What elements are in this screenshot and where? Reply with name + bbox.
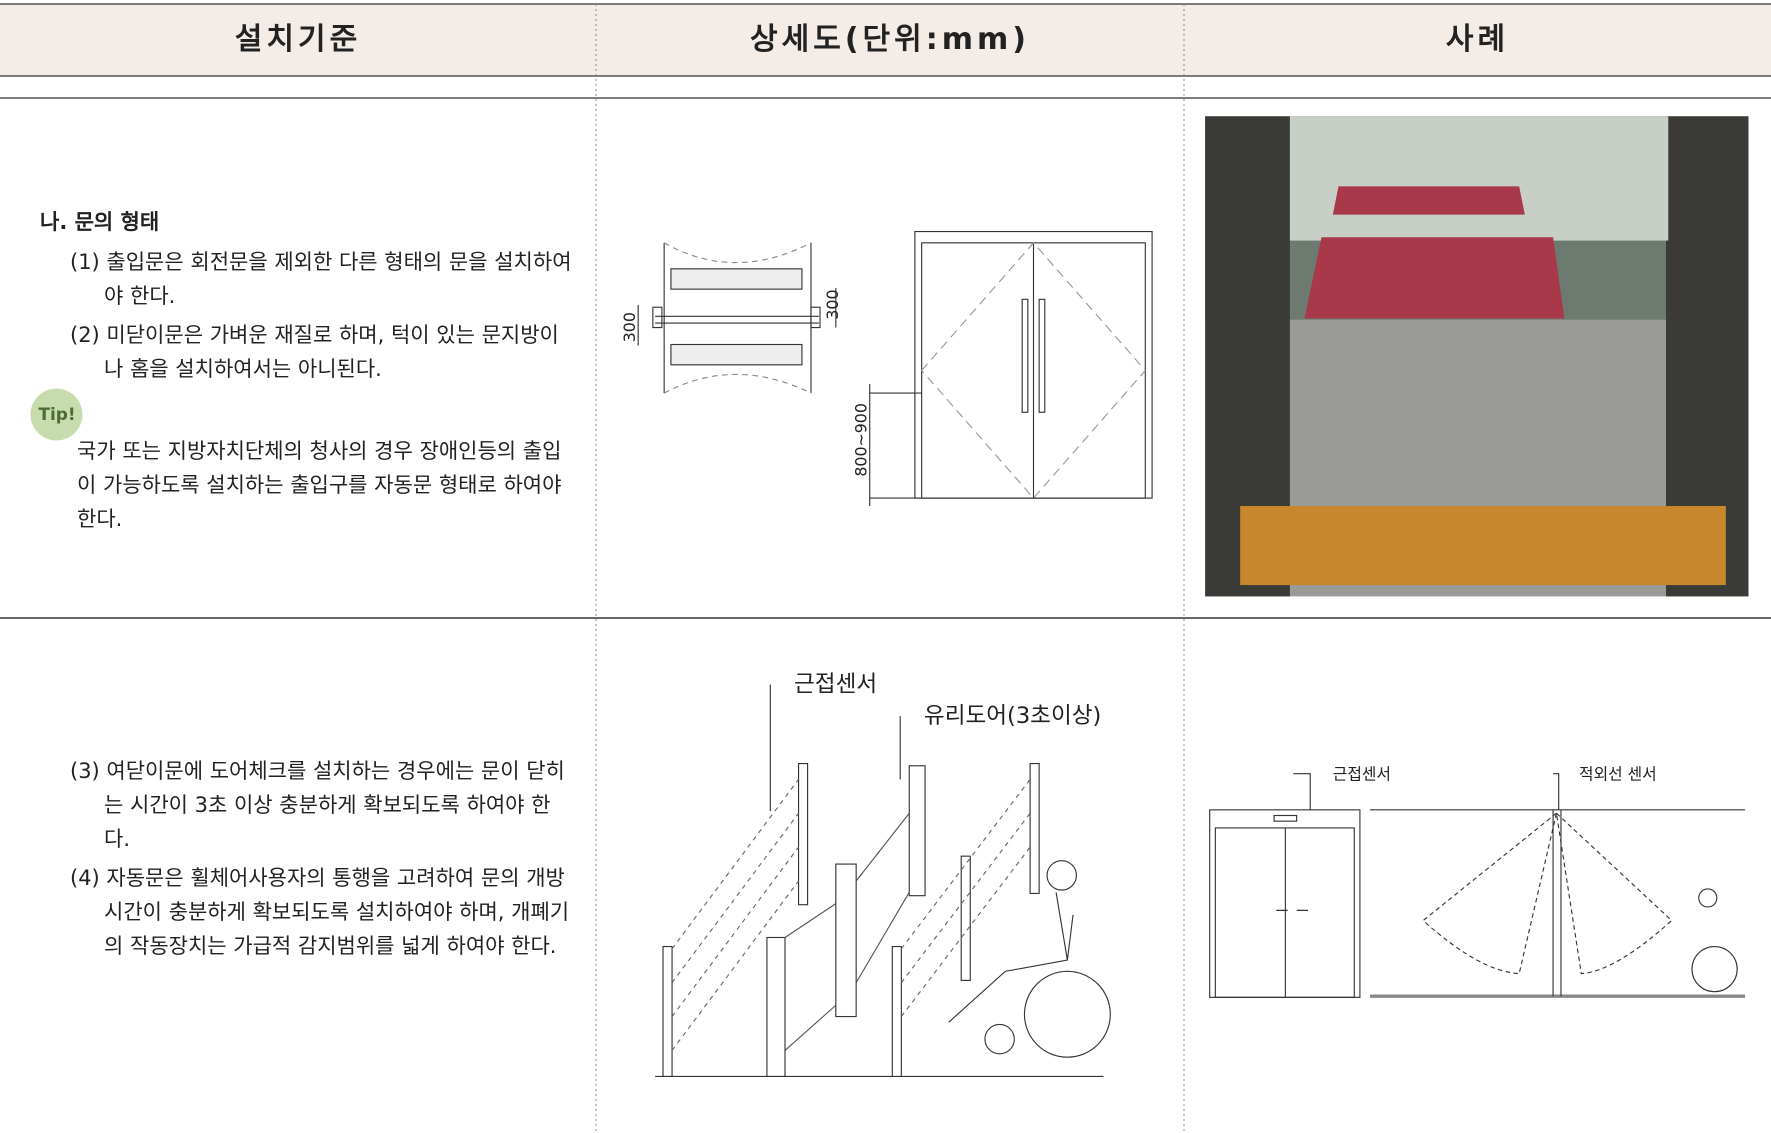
drawing-label: 유리도어(3초이상) [924,703,1101,729]
dimension-label: 300 [823,289,842,319]
column-header: 설치기준 [234,22,362,57]
tip-badge [30,388,83,441]
dimension-label: 800~900 [851,403,870,477]
drawings [637,116,1749,1077]
header-band [0,4,1771,76]
section-heading: 나. 문의 형태 [40,210,160,234]
column-header: 상세도(단위:mm) [750,22,1030,57]
drawing-label: 근접센서 [1333,764,1391,783]
criteria-item: (2) 미닫이문은 가벼운 재질로 하며, 턱이 있는 문지방이나 홈을 설치하… [70,323,559,381]
dimension-label: 300 [620,312,639,342]
criteria-item: (3) 여닫이문에 도어체크를 설치하는 경우에는 문이 닫히는 시간이 3초 … [70,759,565,851]
tip-label: Tip! [38,404,75,424]
criteria-item: (1) 출입문은 회전문을 제외한 다른 형태의 문을 설치하여야 한다. [70,250,572,308]
criteria-list: (3) 여닫이문에 도어체크를 설치하는 경우에는 문이 닫히는 시간이 3초 … [70,754,576,968]
column-header: 사례 [1445,22,1510,57]
criteria-list: (1) 출입문은 회전문을 제외한 다른 형태의 문을 설치하여야 한다. (2… [70,245,576,391]
drawing-label: 적외선 센서 [1579,764,1657,783]
drawing-label: 근접센서 [794,671,877,697]
tip-text: 국가 또는 지방자치단체의 청사의 경우 장애인등의 출입이 가능하도록 설치하… [77,439,562,531]
criteria-item: (4) 자동문은 휠체어사용자의 통행을 고려하여 문의 개방시간이 충분하게 … [70,866,570,958]
